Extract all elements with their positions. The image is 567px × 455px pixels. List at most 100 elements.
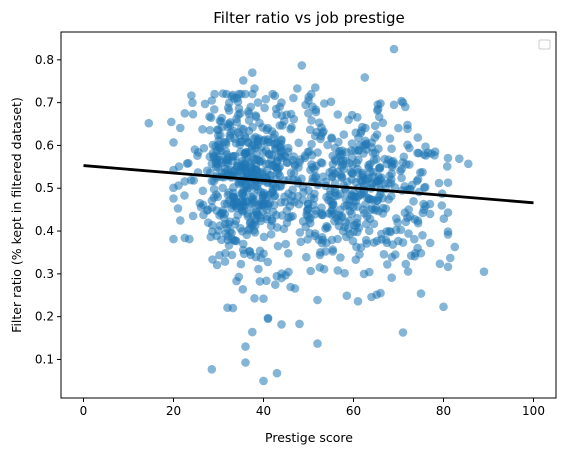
scatter-points [144, 44, 489, 386]
scatter-point [413, 243, 422, 253]
scatter-point [219, 213, 229, 223]
scatter-point [418, 231, 427, 240]
scatter-point [222, 89, 231, 99]
scatter-point [404, 229, 413, 238]
scatter-point [406, 251, 416, 260]
scatter-point [398, 158, 408, 167]
x-tick-label: 60 [346, 404, 361, 418]
scatter-point [304, 109, 313, 118]
scatter-point [206, 113, 216, 122]
scatter-point [218, 206, 228, 215]
scatter-point [284, 249, 293, 258]
scatter-point [272, 210, 281, 220]
scatter-point [340, 268, 349, 278]
scatter-point [180, 109, 190, 118]
scatter-point [242, 230, 252, 240]
scatter-point [308, 163, 317, 172]
scatter-point [232, 93, 242, 103]
scatter-point [418, 208, 428, 218]
scatter-point [305, 125, 315, 134]
scatter-point [372, 155, 381, 164]
y-tick-label: 0.2 [35, 310, 54, 324]
scatter-point [215, 250, 224, 260]
scatter-point [372, 236, 382, 246]
x-tick-label: 0 [80, 404, 88, 418]
scatter-point [144, 118, 154, 128]
scatter-point [348, 169, 357, 178]
scatter-point [320, 99, 329, 108]
scatter-point [169, 138, 178, 147]
y-tick-label: 0.6 [35, 138, 54, 152]
x-axis-ticks: 0 20 40 60 80 100 [80, 398, 545, 418]
scatter-point [180, 191, 189, 200]
scatter-point [174, 181, 183, 190]
scatter-point [337, 162, 347, 171]
scatter-point [410, 234, 419, 244]
scatter-point [367, 204, 377, 213]
scatter-point [434, 178, 444, 188]
scatter-point [234, 104, 244, 113]
scatter-point [439, 302, 448, 312]
scatter-point [253, 98, 263, 107]
scatter-point [385, 134, 395, 143]
scatter-point [367, 138, 376, 147]
scatter-point [248, 327, 257, 337]
scatter-point [403, 140, 412, 150]
scatter-point [254, 264, 263, 274]
scatter-point [306, 266, 316, 276]
scatter-point [220, 257, 230, 266]
scatter-point [328, 247, 338, 256]
scatter-point [297, 61, 307, 70]
scatter-point [286, 168, 296, 177]
scatter-point [223, 122, 232, 132]
scatter-point [297, 174, 306, 183]
scatter-point [207, 203, 217, 212]
scatter-point [327, 134, 336, 143]
legend-box [538, 39, 551, 50]
scatter-point [413, 133, 423, 142]
scatter-point [443, 208, 453, 217]
scatter-point [413, 216, 423, 225]
scatter-point [443, 262, 453, 272]
scatter-point [282, 206, 292, 215]
scatter-point [205, 125, 215, 135]
scatter-point [241, 147, 251, 157]
scatter-point [446, 253, 455, 263]
scatter-point [213, 131, 223, 140]
y-axis-label: Filter ratio (% kept in filtered dataset… [9, 97, 24, 333]
scatter-point [398, 328, 408, 337]
scatter-point [375, 179, 384, 188]
scatter-point [317, 123, 326, 132]
y-axis-ticks: 0.1 0.2 0.3 0.4 0.5 0.6 0.7 0.8 [35, 53, 61, 366]
scatter-point [391, 250, 400, 259]
scatter-point [369, 172, 378, 181]
scatter-point [255, 277, 265, 286]
scatter-point [188, 211, 198, 221]
scatter-point [413, 148, 422, 158]
scatter-point [309, 200, 318, 210]
scatter-point [235, 131, 244, 140]
scatter-point [208, 220, 217, 230]
scatter-point [234, 272, 244, 282]
scatter-point [391, 225, 401, 235]
scatter-point [311, 83, 320, 92]
scatter-point [339, 130, 349, 139]
scatter-point [379, 250, 389, 259]
scatter-point [193, 151, 202, 160]
scatter-point [401, 217, 411, 227]
scatter-point [350, 146, 360, 155]
y-tick-label: 0.4 [35, 224, 54, 238]
scatter-point [316, 248, 325, 257]
scatter-point [302, 252, 311, 262]
scatter-point [437, 201, 447, 210]
scatter-point [298, 195, 308, 205]
scatter-point [222, 224, 232, 233]
scatter-point [397, 173, 406, 183]
scatter-point [340, 201, 349, 211]
scatter-point [223, 159, 233, 168]
scatter-point [375, 163, 385, 172]
y-tick-label: 0.7 [35, 96, 54, 110]
scatter-point [361, 175, 370, 185]
scatter-point [360, 73, 370, 82]
scatter-point [256, 187, 266, 197]
